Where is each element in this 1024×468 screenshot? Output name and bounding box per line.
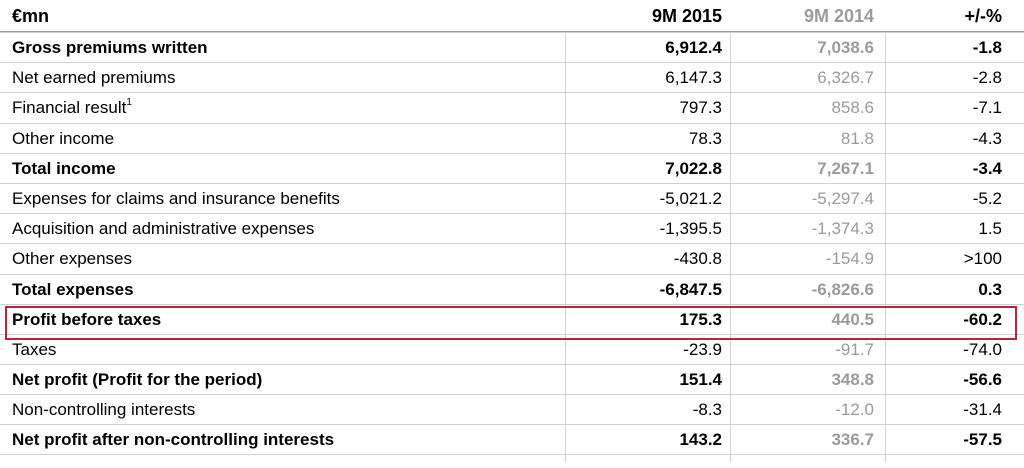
row-label-text: Non-controlling interests (12, 400, 196, 420)
value-9m-2014: 336.7 (831, 430, 874, 450)
row-label: Profit before taxes (12, 305, 161, 334)
row-label: Non-controlling interests (12, 395, 195, 424)
column-divider (565, 32, 566, 462)
row-label-text: Other expenses (12, 249, 133, 269)
table-row: Other expenses -430.8 -154.9 >100 (0, 243, 1024, 273)
row-label: Expenses for claims and insurance benefi… (12, 184, 340, 213)
row-label-text: Total expenses (12, 279, 134, 299)
row-label-text: Expenses for claims and insurance benefi… (12, 188, 340, 208)
value-9m-2015: 6,912.4 (665, 38, 722, 57)
value-9m-2014: 6,326.7 (817, 68, 874, 88)
table-row: Other income 78.3 81.8 -4.3 (0, 122, 1024, 153)
row-label: Total income (12, 154, 116, 183)
value-change: -60.2 (963, 309, 1002, 329)
value-9m-2014: -1,374.3 (811, 219, 874, 239)
table-row: Total income 7,022.8 7,267.1 -3.4 (0, 152, 1024, 183)
row-label-text: Acquisition and administrative expenses (12, 219, 315, 239)
value-9m-2014: 440.5 (831, 309, 874, 329)
value-9m-2014: -154.9 (825, 249, 874, 269)
value-change: -3.4 (972, 158, 1002, 178)
value-change: -1.8 (972, 38, 1002, 57)
value-9m-2015: 143.2 (679, 430, 722, 450)
value-change: 1.5 (978, 219, 1002, 239)
row-label: Net profit (Profit for the period) (12, 365, 262, 394)
table-row: Taxes -23.9 -91.7 -74.0 (0, 333, 1024, 364)
table-row: Net profit (Profit for the period) 151.4 3… (0, 364, 1024, 394)
column-divider (730, 32, 731, 462)
column-header-change: +/-% (964, 6, 1002, 26)
value-9m-2014: 7,038.6 (817, 38, 874, 57)
value-9m-2014: -12.0 (835, 400, 874, 420)
value-change: -5.2 (972, 188, 1002, 208)
footnote-marker: 1 (126, 97, 132, 109)
table-row: Profit before taxes 175.3 440.5 -60.2 (0, 303, 1024, 334)
column-header-9m-2015: 9M 2015 (651, 6, 722, 26)
column-divider (885, 32, 886, 462)
value-change: -4.3 (972, 128, 1002, 148)
table-header: €mn 9M 2015 9M 2014 +/-% (0, 0, 1024, 32)
table-row: Acquisition and administrative expenses -… (0, 213, 1024, 243)
value-change: 0.3 (978, 279, 1002, 299)
value-change: >100 (963, 249, 1002, 269)
row-label: Net profit after non-controlling interes… (12, 425, 334, 453)
row-label-text: Other income (12, 128, 115, 148)
value-9m-2015: 7,022.8 (665, 158, 722, 178)
value-9m-2014: -5,297.4 (811, 188, 874, 208)
row-label: Taxes (12, 335, 56, 364)
value-9m-2015: -23.9 (683, 339, 722, 359)
table-row: Financial result1 797.3 858.6 -7.1 (0, 92, 1024, 122)
value-9m-2014: -6,826.6 (811, 279, 874, 299)
value-change: -2.8 (972, 68, 1002, 88)
value-9m-2014: 81.8 (840, 128, 874, 148)
income-statement-table: €mn 9M 2015 9M 2014 +/-% Gross premiums … (0, 0, 1024, 455)
value-9m-2015: 175.3 (679, 309, 722, 329)
row-label-text: Total income (12, 158, 116, 178)
table-row: Gross premiums written 6,912.4 7,038.6 -1.8 (0, 32, 1024, 62)
value-9m-2015: -1,395.5 (659, 219, 722, 239)
table-row: Net earned premiums 6,147.3 6,326.7 -2.8 (0, 62, 1024, 92)
row-label: Other expenses (12, 244, 132, 273)
row-label-text: Net profit (Profit for the period) (12, 370, 263, 390)
value-change: -74.0 (963, 339, 1002, 359)
value-9m-2015: 797.3 (679, 98, 722, 118)
row-label-text: Gross premiums written (12, 38, 208, 57)
table-row: Total expenses -6,847.5 -6,826.6 0.3 (0, 273, 1024, 304)
value-9m-2014: -91.7 (835, 339, 874, 359)
value-9m-2015: -8.3 (692, 400, 722, 420)
table-row: Expenses for claims and insurance benefi… (0, 182, 1024, 213)
row-label: Total expenses (12, 275, 134, 304)
value-change: -57.5 (963, 430, 1002, 450)
row-label-text: Profit before taxes (12, 309, 162, 329)
value-9m-2014: 858.6 (831, 98, 874, 118)
row-label-text: Financial result (12, 98, 127, 118)
value-change: -31.4 (963, 400, 1002, 420)
value-9m-2015: 151.4 (679, 370, 722, 390)
value-9m-2015: -6,847.5 (659, 279, 722, 299)
value-change: -7.1 (972, 98, 1002, 118)
value-9m-2014: 348.8 (831, 370, 874, 390)
row-label-text: Taxes (12, 339, 57, 359)
row-label: Other income (12, 124, 114, 153)
value-9m-2015: 6,147.3 (665, 68, 722, 88)
table-body: Gross premiums written 6,912.4 7,038.6 -1.8… (0, 32, 1024, 455)
row-label: Net earned premiums (12, 63, 175, 92)
row-label: Acquisition and administrative expenses (12, 214, 314, 243)
value-9m-2015: 78.3 (688, 128, 722, 148)
value-change: -56.6 (963, 370, 1002, 390)
row-label-text: Net earned premiums (12, 68, 176, 88)
row-label: Gross premiums written (12, 33, 208, 62)
value-9m-2015: -430.8 (673, 249, 722, 269)
unit-label: €mn (12, 6, 50, 26)
table-row: Non-controlling interests -8.3 -12.0 -31.4 (0, 394, 1024, 424)
value-9m-2015: -5,021.2 (659, 188, 722, 208)
row-label: Financial result1 (12, 93, 132, 122)
column-header-9m-2014: 9M 2014 (803, 6, 874, 26)
table-row: Net profit after non-controlling interes… (0, 424, 1024, 455)
value-9m-2014: 7,267.1 (817, 158, 874, 178)
row-label-text: Net profit after non-controlling interes… (12, 430, 335, 450)
